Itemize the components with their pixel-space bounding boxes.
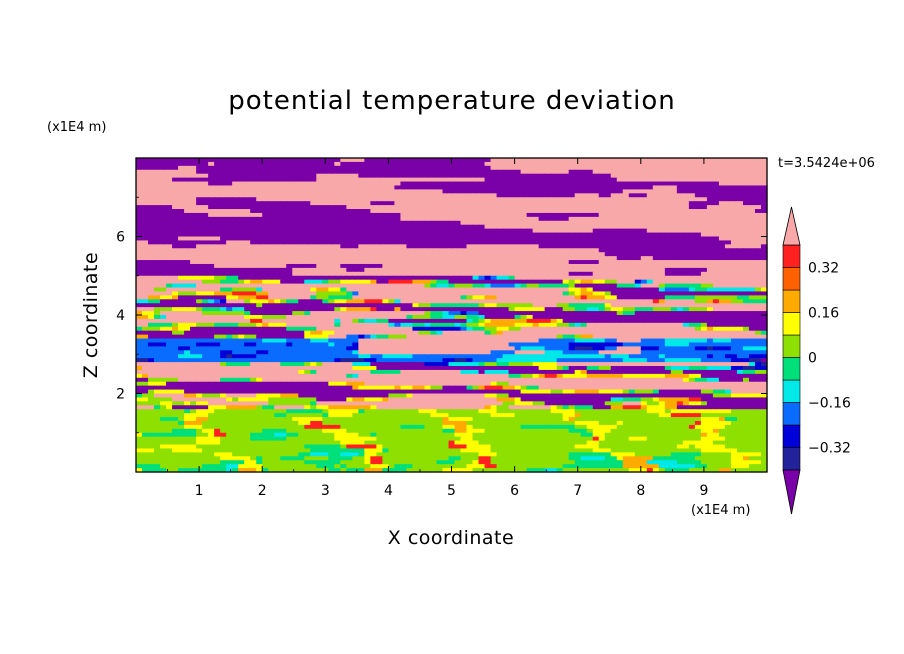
colorbar-tick-label: −0.32 xyxy=(808,441,851,457)
y-tick-label: 6 xyxy=(116,230,125,246)
x-axis-label: X coordinate xyxy=(387,527,515,549)
x-tick-label: 4 xyxy=(384,483,393,499)
x-tick-label: 6 xyxy=(510,483,519,499)
colorbar-tick-label: −0.16 xyxy=(808,396,851,412)
colorbar-segment xyxy=(782,379,801,403)
chart-title: potential temperature deviation xyxy=(228,86,676,116)
colorbar-segment xyxy=(782,424,801,448)
heatmap-field xyxy=(136,158,768,473)
colorbar-segment xyxy=(782,447,801,471)
y-tick-label: 2 xyxy=(116,387,125,403)
colorbar-segment xyxy=(782,312,801,336)
y-axis-label: Z coordinate xyxy=(80,251,102,379)
colorbar-lower-extend xyxy=(782,469,801,515)
colorbar-upper-extend xyxy=(782,206,801,246)
x-axis-unit: (x1E4 m) xyxy=(691,503,751,518)
colorbar-segment xyxy=(782,244,801,268)
colorbar-segment xyxy=(782,334,801,358)
x-tick-label: 3 xyxy=(321,483,330,499)
colorbar-tick-label: 0.16 xyxy=(808,306,839,322)
y-axis-unit: (x1E4 m) xyxy=(47,120,107,135)
colorbar-tick-label: 0 xyxy=(808,351,817,367)
colorbar-segment xyxy=(782,267,801,291)
colorbar-tick-label: 0.32 xyxy=(808,261,839,277)
x-tick-label: 8 xyxy=(636,483,645,499)
colorbar-segment xyxy=(782,357,801,381)
time-label: t=3.5424e+06 xyxy=(778,156,875,171)
x-tick-label: 1 xyxy=(195,483,204,499)
y-tick-label: 4 xyxy=(116,308,125,324)
x-tick-label: 5 xyxy=(447,483,456,499)
x-tick-label: 2 xyxy=(258,483,267,499)
colorbar-segment xyxy=(782,402,801,426)
x-tick-label: 9 xyxy=(699,483,708,499)
x-tick-label: 7 xyxy=(573,483,582,499)
colorbar xyxy=(782,206,801,515)
colorbar-segment xyxy=(782,289,801,313)
